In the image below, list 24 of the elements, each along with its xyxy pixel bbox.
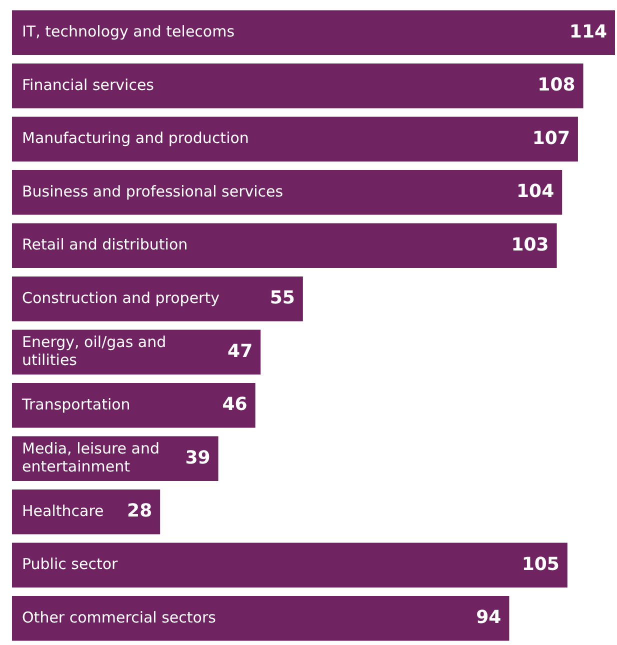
data-label: 105 bbox=[522, 554, 560, 575]
y-tick-label: Retail and distribution bbox=[22, 236, 188, 254]
y-tick-label: Other commercial sectors bbox=[22, 608, 216, 626]
y-tick-label: Media, leisure and entertainment bbox=[22, 440, 160, 476]
data-label: 47 bbox=[228, 340, 253, 362]
y-tick-label: Public sector bbox=[22, 555, 119, 574]
data-label: 94 bbox=[476, 607, 502, 628]
y-tick-label: Business and professional services bbox=[22, 182, 284, 200]
y-tick-label: IT, technology and telecoms bbox=[22, 22, 235, 41]
data-label: 104 bbox=[516, 181, 554, 202]
y-tick-label: Manufacturing and production bbox=[22, 129, 249, 148]
data-label: 46 bbox=[222, 394, 248, 416]
y-tick-label: Healthcare bbox=[22, 502, 104, 520]
y-tick-label: Energy, oil/gas and utilities bbox=[22, 333, 166, 370]
data-label: 107 bbox=[532, 128, 570, 149]
data-label: 103 bbox=[511, 234, 549, 256]
data-label: 39 bbox=[185, 447, 210, 468]
data-label: 108 bbox=[538, 74, 576, 96]
y-tick-label: Transportation bbox=[21, 395, 130, 414]
y-tick-label: Construction and property bbox=[22, 288, 220, 307]
y-tick-label: Financial services bbox=[22, 76, 154, 94]
data-label: 55 bbox=[270, 288, 295, 309]
data-label: 114 bbox=[569, 21, 607, 42]
data-label: 28 bbox=[127, 500, 152, 522]
